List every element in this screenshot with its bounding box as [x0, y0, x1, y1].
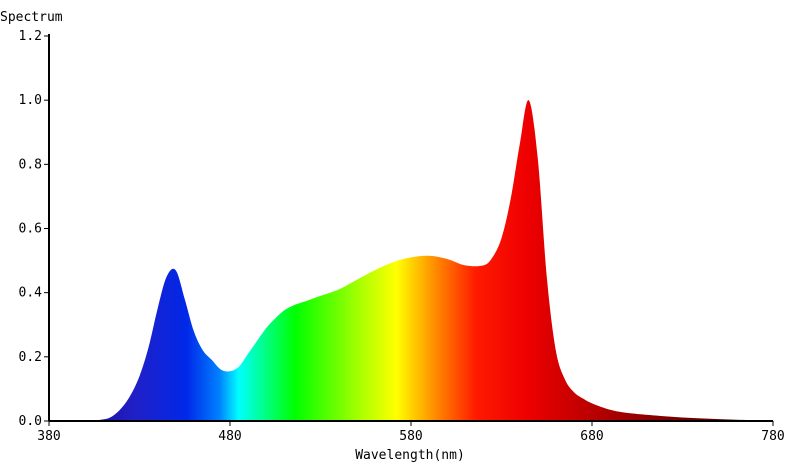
- y-tick-label: 0.0: [19, 414, 42, 429]
- x-tick-label: 580: [399, 429, 422, 444]
- y-tick-label: 0.4: [19, 286, 43, 301]
- x-axis-label: Wavelength(nm): [355, 448, 465, 463]
- x-tick-label: 780: [761, 429, 784, 444]
- y-tick-label: 0.6: [19, 222, 42, 237]
- spectrum-area: [49, 100, 773, 422]
- y-axis-label: Spectrum: [0, 10, 63, 25]
- y-tick-label: 0.8: [19, 157, 42, 172]
- x-tick-label: 680: [580, 429, 603, 444]
- y-tick-label: 1.2: [19, 29, 42, 44]
- y-tick-label: 1.0: [19, 93, 42, 108]
- x-tick-label: 480: [218, 429, 241, 444]
- y-tick-label: 0.2: [19, 350, 42, 365]
- x-tick-label: 380: [37, 429, 60, 444]
